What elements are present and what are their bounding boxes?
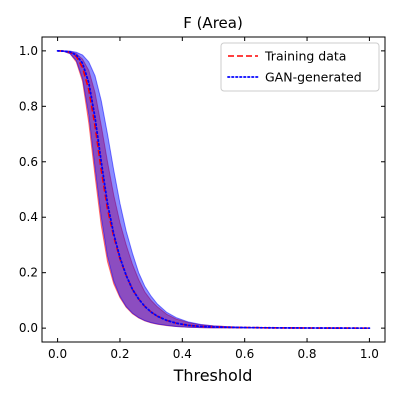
legend-label-training-data: Training data xyxy=(264,49,346,64)
y-tick-label: 0.4 xyxy=(19,210,38,224)
y-tick-label: 0.0 xyxy=(19,321,38,335)
axis-ticks: 0.0 0.2 0.4 0.6 0.8 1.0 0.0 0.2 0.4 0.6 0.8 1.0 xyxy=(19,37,385,361)
legend-box xyxy=(220,42,380,92)
line-training-data xyxy=(57,50,370,329)
series-lines xyxy=(56,49,371,330)
x-tick-label: 0.2 xyxy=(110,347,129,361)
line-gan-generated xyxy=(56,49,371,330)
y-tick-label: 0.2 xyxy=(19,266,38,280)
y-tick-label: 0.8 xyxy=(19,99,38,113)
x-tick-label: 0.8 xyxy=(297,347,316,361)
x-tick-label: 1.0 xyxy=(360,347,379,361)
legend-label-gan-generated: GAN-generated xyxy=(265,70,362,85)
x-axis-label: Threshold xyxy=(173,366,253,385)
y-tick-label: 0.6 xyxy=(19,155,38,169)
plot-frame xyxy=(41,36,386,343)
legend: Training data GAN-generated xyxy=(220,42,380,92)
x-tick-label: 0.4 xyxy=(173,347,192,361)
x-tick-label: 0.0 xyxy=(48,347,67,361)
y-tick-label: 1.0 xyxy=(19,44,38,58)
x-tick-label: 0.6 xyxy=(235,347,254,361)
chart-title: F (Area) xyxy=(183,14,243,32)
